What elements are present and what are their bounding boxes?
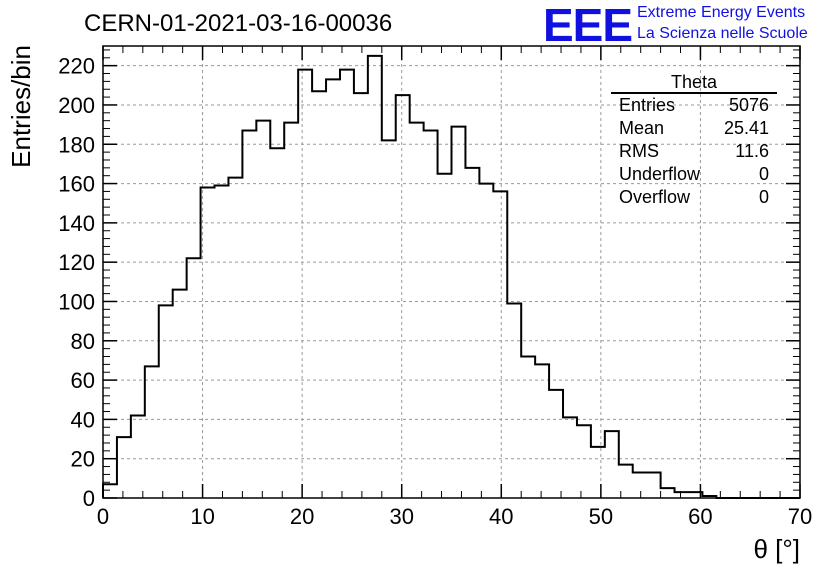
tick-labels: 0 10 20 30 40 50 60 70 0 20 40 60 80 100 120 140 160 180 2…	[58, 54, 812, 529]
y-tick-label: 20	[71, 447, 95, 472]
histogram-bin	[493, 191, 507, 498]
stats-value: 0	[758, 187, 769, 207]
histogram-bin	[103, 484, 117, 498]
stats-row-underflow: Underflow 0	[611, 163, 777, 186]
histogram-bin	[187, 258, 201, 498]
brand-line-1: Extreme Energy Events	[637, 4, 806, 21]
y-tick-label: 180	[58, 132, 95, 157]
histogram-bin	[284, 123, 298, 498]
x-tick-label: 20	[290, 504, 314, 529]
histogram-bin	[535, 364, 549, 498]
histogram-bin	[270, 148, 284, 498]
stats-label: Mean	[619, 118, 665, 138]
histogram-bin	[452, 127, 466, 498]
x-axis-label: θ [°]	[753, 534, 800, 564]
y-axis-label: Entries/bin	[6, 45, 36, 168]
histogram-bin	[424, 131, 438, 498]
y-tick-label: 80	[71, 329, 95, 354]
y-tick-label: 140	[58, 211, 95, 236]
y-tick-label: 200	[58, 93, 95, 118]
histogram-bin	[605, 431, 619, 498]
histogram-bin	[438, 174, 452, 498]
histogram-bin	[159, 305, 173, 498]
x-tick-label: 70	[788, 504, 812, 529]
axis-ticks	[102, 46, 801, 499]
histogram-bin	[465, 168, 479, 498]
histogram-bin	[521, 357, 535, 498]
histogram-bin	[368, 56, 382, 498]
stats-row-mean: Mean 25.41	[611, 117, 777, 140]
histogram-bin	[479, 184, 493, 498]
grid	[103, 46, 800, 498]
stats-value: 25.41	[723, 118, 769, 138]
stats-label: RMS	[619, 141, 659, 161]
histogram-bin	[173, 290, 187, 498]
histogram-bin	[117, 437, 131, 498]
y-tick-label: 60	[71, 368, 95, 393]
y-tick-label: 220	[58, 54, 95, 79]
histogram-bin	[549, 390, 563, 498]
stats-row-rms: RMS 11.6	[611, 140, 777, 163]
histogram-bin	[256, 121, 270, 498]
stats-label: Underflow	[619, 164, 701, 184]
stats-title: Theta	[611, 72, 777, 94]
histogram-bin	[312, 91, 326, 498]
y-tick-label: 120	[58, 250, 95, 275]
histogram-bin	[410, 123, 424, 498]
stats-row-entries: Entries 5076	[611, 94, 777, 117]
histogram-outline	[102, 54, 800, 499]
histogram-bin	[326, 79, 340, 498]
x-tick-label: 10	[190, 504, 214, 529]
histogram-bin	[242, 131, 256, 498]
histogram-bin	[633, 472, 647, 498]
x-tick-label: 50	[589, 504, 613, 529]
stats-label: Entries	[619, 95, 676, 115]
histogram-bin	[577, 425, 591, 498]
y-tick-label: 0	[83, 486, 95, 511]
stats-value: 0	[758, 164, 769, 184]
y-tick-label: 40	[71, 407, 95, 432]
histogram-bin	[591, 447, 605, 498]
stats-value: 5076	[728, 95, 769, 115]
histogram-bin	[661, 488, 675, 498]
histogram-bin	[145, 366, 159, 498]
x-tick-label: 60	[688, 504, 712, 529]
run-title: CERN-01-2021-03-16-00036	[84, 10, 393, 37]
histogram-bin	[563, 417, 577, 498]
x-tick-label: 30	[389, 504, 413, 529]
plot-frame	[102, 45, 801, 499]
stats-label: Overflow	[619, 187, 691, 207]
histogram-bin	[354, 93, 368, 498]
histogram-bin	[396, 95, 410, 498]
y-tick-label: 100	[58, 289, 95, 314]
brand-line-2: La Scienza nelle Scuole	[637, 25, 808, 42]
y-tick-label: 160	[58, 172, 95, 197]
histogram-bin	[228, 178, 242, 498]
histogram-bin	[507, 303, 521, 498]
histogram-bin	[382, 140, 396, 498]
stats-value: 11.6	[735, 141, 769, 161]
histogram-bin	[215, 186, 229, 498]
stats-row-overflow: Overflow 0	[611, 186, 777, 209]
x-tick-label: 0	[97, 504, 109, 529]
stats-box: Theta Entries 5076 Mean 25.41 RMS 11.6 U…	[611, 72, 777, 209]
eee-logo: EEE	[543, 0, 633, 51]
histogram-bin	[340, 70, 354, 498]
histogram-bin	[131, 415, 145, 498]
histogram-bin	[647, 472, 661, 498]
histogram-bin	[201, 187, 215, 498]
x-tick-label: 40	[489, 504, 513, 529]
histogram-bin	[298, 70, 312, 498]
